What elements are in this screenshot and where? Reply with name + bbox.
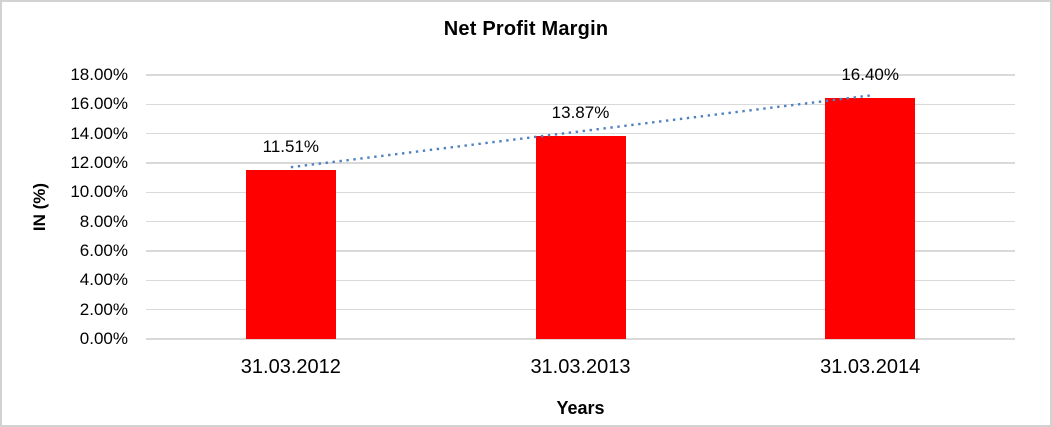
bar-data-label: 13.87% bbox=[551, 102, 610, 122]
y-axis-tick-label: 6.00% bbox=[79, 241, 128, 260]
gridline bbox=[146, 338, 1015, 340]
y-axis-tick-label: 2.00% bbox=[79, 299, 128, 319]
bar-data-label: 16.40% bbox=[841, 65, 899, 85]
chart-title: Net Profit Margin bbox=[443, 18, 609, 40]
gridline bbox=[146, 74, 1015, 76]
gridline bbox=[146, 103, 1015, 106]
x-axis-tick-label: 31.03.2013 bbox=[530, 356, 631, 378]
y-axis-tick-label: 18.00% bbox=[70, 65, 128, 84]
y-axis-tick-label: 12.00% bbox=[70, 153, 128, 172]
plot-area bbox=[146, 74, 1015, 340]
x-axis-tick-label: 31.03.2014 bbox=[820, 356, 921, 378]
bar-31.03.2012 bbox=[245, 170, 336, 339]
y-axis-tick-label: 14.00% bbox=[70, 123, 128, 143]
gridline bbox=[146, 132, 1015, 135]
bar-data-label: 11.51% bbox=[262, 137, 320, 157]
bar-31.03.2013 bbox=[535, 135, 626, 339]
x-axis-tick-label: 31.03.2012 bbox=[240, 356, 341, 378]
y-axis-tick-label: 8.00% bbox=[79, 211, 128, 231]
y-axis-tick-label: 10.00% bbox=[70, 182, 128, 202]
x-axis-title: Years bbox=[556, 398, 605, 418]
bar-31.03.2014 bbox=[825, 98, 916, 339]
y-axis-tick-label: 4.00% bbox=[79, 270, 128, 290]
y-axis-tick-label: 0.00% bbox=[79, 329, 128, 348]
y-axis-tick-label: 16.00% bbox=[70, 94, 128, 114]
